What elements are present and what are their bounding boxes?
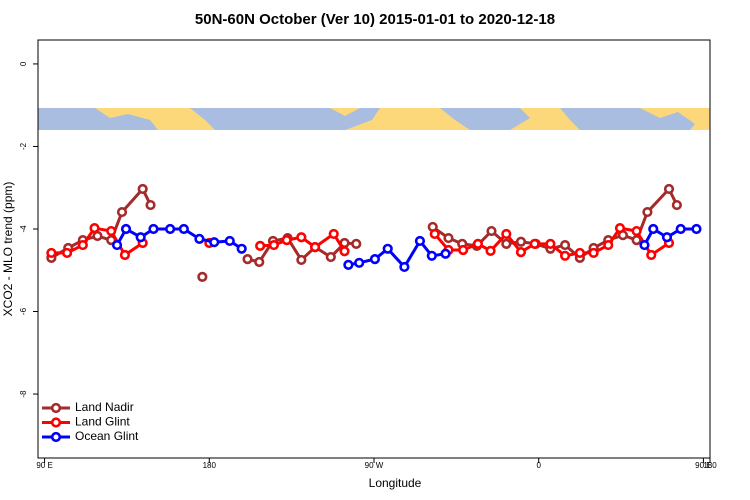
x-tick-label: 0 (536, 461, 541, 470)
point (343, 259, 354, 270)
point (119, 249, 131, 261)
point (148, 223, 159, 235)
point (145, 199, 156, 211)
point (426, 250, 437, 261)
point (603, 239, 614, 251)
point (61, 247, 73, 259)
point (646, 249, 657, 261)
series-line (115, 226, 243, 251)
map-land (38, 108, 158, 130)
legend-marker (50, 402, 62, 414)
point (325, 251, 336, 263)
point (661, 232, 673, 243)
y-axis-label: XCO2 - MLO trend (ppm) (1, 182, 15, 317)
point (120, 223, 132, 235)
chart-title: 50N-60N October (Ver 10) 2015-01-01 to 2… (195, 11, 555, 28)
point (77, 239, 88, 251)
legend-label: Land Nadir (75, 400, 134, 414)
point (111, 239, 123, 251)
y-tick-label: -8 (19, 390, 28, 398)
point (671, 199, 682, 211)
point (648, 223, 659, 235)
point (429, 228, 440, 240)
point (209, 237, 220, 248)
point (116, 206, 128, 218)
legend-marker (50, 431, 62, 443)
point (639, 239, 650, 251)
y-tick-label: -6 (19, 307, 28, 315)
point (46, 247, 57, 259)
point (399, 261, 410, 273)
y-tick-label: -4 (19, 225, 28, 233)
point (354, 257, 365, 268)
point (236, 243, 247, 254)
point (559, 239, 571, 251)
map-land (440, 108, 530, 130)
point (197, 271, 208, 282)
point (588, 247, 599, 259)
x-axis-label: Longitude (369, 476, 422, 490)
point (440, 248, 451, 259)
point (254, 256, 265, 268)
point (382, 243, 393, 254)
point (165, 223, 176, 235)
point (559, 250, 571, 261)
point (242, 254, 253, 265)
x-tick-label: 90 E (36, 461, 52, 470)
map-land (190, 108, 380, 130)
point (194, 233, 205, 244)
point (663, 183, 675, 195)
point (268, 239, 279, 251)
point (614, 223, 626, 234)
point (309, 242, 321, 253)
point (89, 223, 100, 234)
point (351, 238, 362, 249)
x-tick-label: 90 W (365, 461, 384, 470)
point (224, 235, 235, 247)
point (631, 225, 642, 237)
x-tick-label: 90 E (695, 461, 711, 470)
point (135, 232, 146, 243)
point (137, 183, 148, 195)
point (515, 236, 527, 247)
point (515, 246, 527, 258)
point (296, 232, 307, 243)
point (443, 232, 454, 244)
map-strip (38, 108, 710, 130)
point (472, 238, 484, 249)
map-land (560, 108, 695, 130)
point (501, 238, 512, 249)
point (414, 235, 426, 247)
x-tick-label: 180 (203, 461, 217, 470)
point (485, 245, 496, 256)
x-tick-label: 180 (703, 461, 717, 470)
point (296, 254, 307, 266)
point (255, 240, 266, 252)
point (106, 225, 117, 237)
point (545, 238, 556, 249)
point (675, 223, 686, 235)
point (691, 223, 702, 235)
point (339, 246, 350, 257)
legend-marker (50, 417, 62, 428)
point (529, 238, 540, 249)
legend-label: Ocean Glint (75, 429, 139, 443)
point (458, 244, 469, 256)
point (642, 206, 653, 218)
point (486, 225, 497, 237)
point (369, 254, 381, 265)
point (328, 228, 339, 240)
point (92, 230, 103, 242)
point (178, 223, 189, 235)
point (501, 228, 512, 240)
legend-label: Land Glint (75, 415, 130, 429)
point (574, 247, 585, 259)
point (281, 235, 292, 246)
y-tick-label: -2 (19, 142, 28, 150)
y-tick-label: 0 (19, 61, 28, 66)
